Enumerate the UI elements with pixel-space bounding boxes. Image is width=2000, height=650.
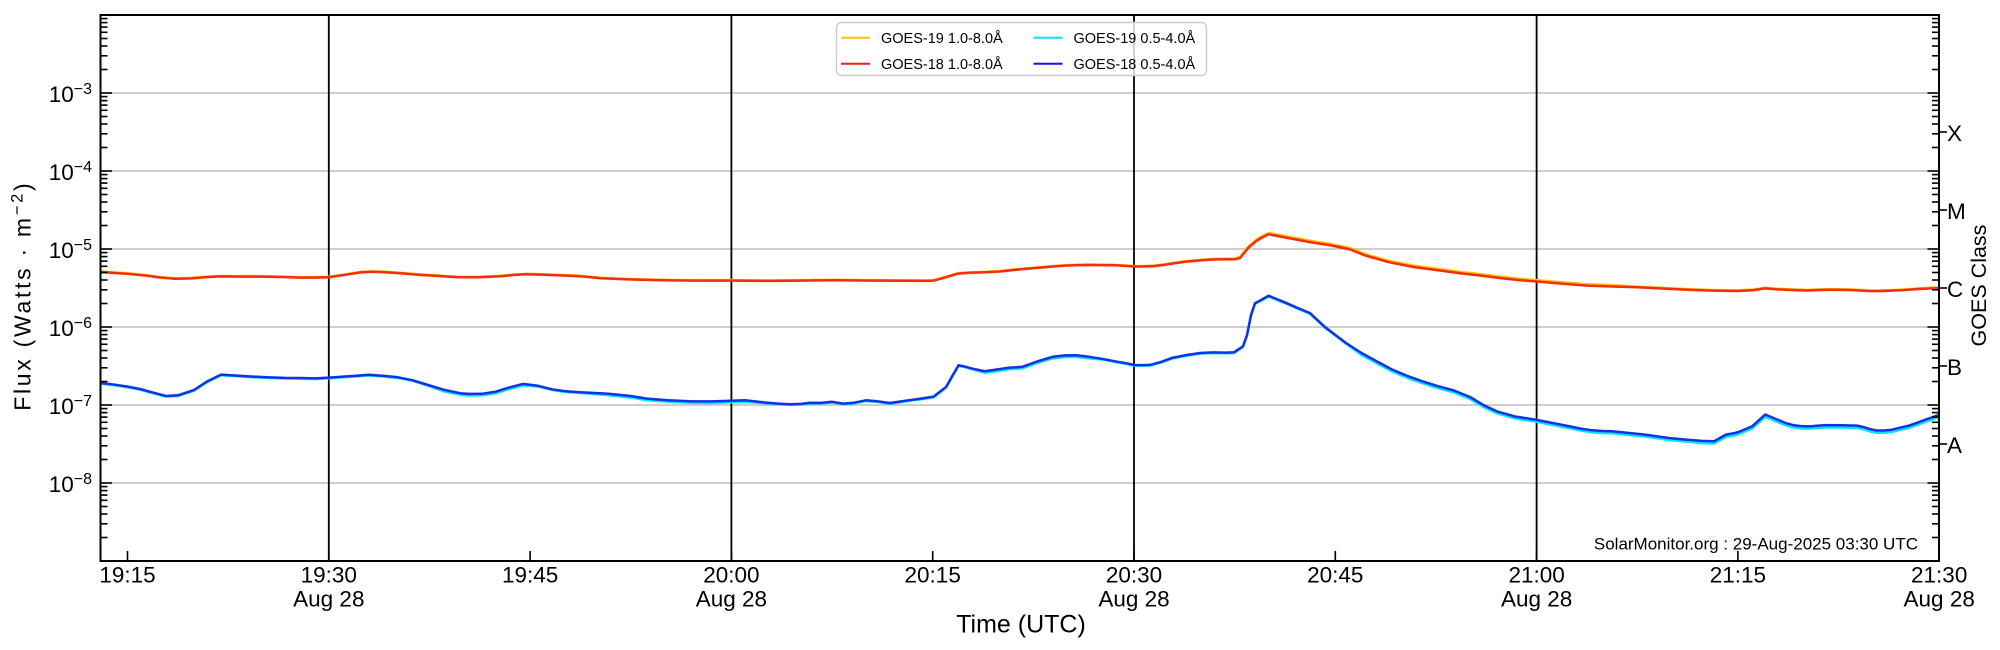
svg-text:19:30: 19:30: [301, 563, 357, 588]
svg-text:GOES-18 1.0-8.0Å: GOES-18 1.0-8.0Å: [881, 56, 1003, 73]
svg-text:C: C: [1947, 277, 1963, 302]
svg-text:19:45: 19:45: [502, 563, 558, 588]
svg-text:20:00: 20:00: [703, 563, 759, 588]
svg-text:B: B: [1947, 355, 1962, 380]
svg-text:19:15: 19:15: [99, 563, 155, 588]
svg-text:GOES Class: GOES Class: [1967, 225, 1991, 347]
svg-text:X: X: [1947, 121, 1962, 146]
svg-text:10−7: 10−7: [49, 393, 92, 419]
svg-text:Aug 28: Aug 28: [1904, 587, 1975, 612]
svg-text:20:15: 20:15: [905, 563, 961, 588]
svg-text:Aug 28: Aug 28: [1501, 587, 1572, 612]
svg-text:Aug 28: Aug 28: [293, 587, 364, 612]
svg-text:GOES-19 0.5-4.0Å: GOES-19 0.5-4.0Å: [1074, 30, 1196, 47]
svg-text:Time (UTC): Time (UTC): [956, 611, 1086, 639]
svg-text:Flux (Watts · m−2): Flux (Watts · m−2): [9, 181, 36, 411]
svg-text:A: A: [1947, 433, 1962, 458]
svg-text:Aug 28: Aug 28: [696, 587, 767, 612]
svg-text:GOES-18 0.5-4.0Å: GOES-18 0.5-4.0Å: [1074, 56, 1196, 73]
svg-text:20:45: 20:45: [1307, 563, 1363, 588]
svg-text:21:15: 21:15: [1710, 563, 1766, 588]
svg-text:21:30: 21:30: [1911, 563, 1967, 588]
svg-text:GOES-19 1.0-8.0Å: GOES-19 1.0-8.0Å: [881, 30, 1003, 47]
svg-text:20:30: 20:30: [1106, 563, 1162, 588]
svg-text:M: M: [1947, 199, 1966, 224]
svg-text:21:00: 21:00: [1508, 563, 1564, 588]
svg-text:SolarMonitor.org : 29-Aug-2025: SolarMonitor.org : 29-Aug-2025 03:30 UTC: [1594, 535, 1918, 554]
svg-text:Aug 28: Aug 28: [1098, 587, 1169, 612]
